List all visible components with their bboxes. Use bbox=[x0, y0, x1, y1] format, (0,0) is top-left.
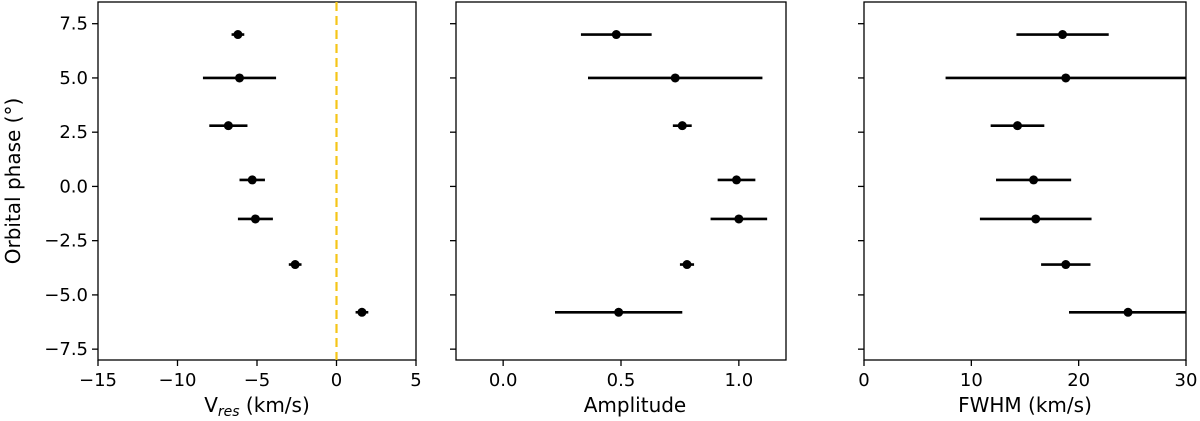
y-ticks-amplitude bbox=[450, 23, 456, 350]
data-point-fwhm bbox=[1061, 260, 1071, 270]
data-point-vres bbox=[223, 121, 233, 131]
data-point-fwhm bbox=[1058, 30, 1068, 40]
data-points-vres bbox=[202, 30, 369, 317]
data-point-amplitude bbox=[682, 260, 692, 270]
x-axis-label-vres: Vres (km/s) bbox=[204, 393, 310, 420]
x-tick-label-vres: 5 bbox=[410, 370, 421, 391]
x-tick-label-vres: −15 bbox=[79, 370, 117, 391]
data-point-amplitude bbox=[677, 121, 687, 131]
x-axis-amplitude: 0.0 0.5 1.0 bbox=[489, 360, 753, 391]
x-axis-vres: −15 −10 −5 0 5 bbox=[79, 360, 422, 391]
x-tick-label-vres: −10 bbox=[159, 370, 197, 391]
data-point-fwhm bbox=[1012, 121, 1022, 131]
y-tick-label: −7.5 bbox=[44, 339, 88, 360]
x-tick-label-amplitude: 0.0 bbox=[489, 370, 518, 391]
x-tick-label-fwhm: 10 bbox=[960, 370, 983, 391]
data-points-fwhm bbox=[945, 30, 1186, 317]
y-axis-label: Orbital phase (°) bbox=[1, 98, 25, 265]
y-tick-label: 5.0 bbox=[59, 68, 88, 89]
x-tick-label-fwhm: 0 bbox=[858, 370, 869, 391]
data-point-fwhm bbox=[1123, 307, 1133, 317]
data-point-fwhm bbox=[1061, 73, 1071, 83]
data-point-fwhm bbox=[1031, 214, 1041, 224]
data-point-vres bbox=[235, 73, 245, 83]
y-axis: 7.5 5.0 2.5 0.0 −2.5 −5.0 −7.5 bbox=[44, 14, 98, 360]
x-axis-label-fwhm: FWHM (km/s) bbox=[958, 393, 1092, 417]
panel-vres: 7.5 5.0 2.5 0.0 −2.5 −5.0 −7.5 −15 −10 −5 0 5 Orbi… bbox=[1, 1, 422, 420]
data-point-vres bbox=[250, 214, 260, 224]
x-axis-label-amplitude: Amplitude bbox=[584, 393, 687, 417]
x-tick-label-amplitude: 1.0 bbox=[725, 370, 754, 391]
data-point-vres bbox=[290, 260, 300, 270]
data-point-amplitude bbox=[614, 307, 624, 317]
data-point-vres bbox=[233, 30, 243, 40]
data-point-vres bbox=[247, 175, 257, 185]
data-point-vres bbox=[357, 307, 367, 317]
panel-amplitude: 0.0 0.5 1.0 Amplitude bbox=[450, 1, 787, 417]
data-point-amplitude bbox=[732, 175, 741, 185]
data-point-amplitude bbox=[734, 214, 744, 224]
x-axis-fwhm: 0 10 20 30 bbox=[858, 360, 1197, 391]
x-tick-label-fwhm: 20 bbox=[1067, 370, 1090, 391]
x-tick-label-vres: −5 bbox=[244, 370, 271, 391]
plot-frame-fwhm bbox=[863, 1, 1187, 361]
y-tick-label: 2.5 bbox=[59, 122, 88, 143]
data-points-amplitude bbox=[555, 30, 768, 317]
panel-fwhm: 0 10 20 30 FWHM (km/s) bbox=[858, 1, 1197, 417]
data-point-amplitude bbox=[611, 30, 621, 40]
x-tick-label-fwhm: 30 bbox=[1175, 370, 1198, 391]
data-point-amplitude bbox=[670, 73, 680, 83]
y-tick-label: −2.5 bbox=[44, 231, 88, 252]
y-ticks-fwhm bbox=[858, 23, 864, 350]
data-point-fwhm bbox=[1029, 175, 1039, 185]
x-tick-label-vres: 0 bbox=[331, 370, 342, 391]
y-tick-label: −5.0 bbox=[44, 285, 88, 306]
y-tick-label: 7.5 bbox=[59, 14, 88, 35]
y-tick-label: 0.0 bbox=[59, 176, 88, 197]
x-tick-label-amplitude: 0.5 bbox=[607, 370, 636, 391]
